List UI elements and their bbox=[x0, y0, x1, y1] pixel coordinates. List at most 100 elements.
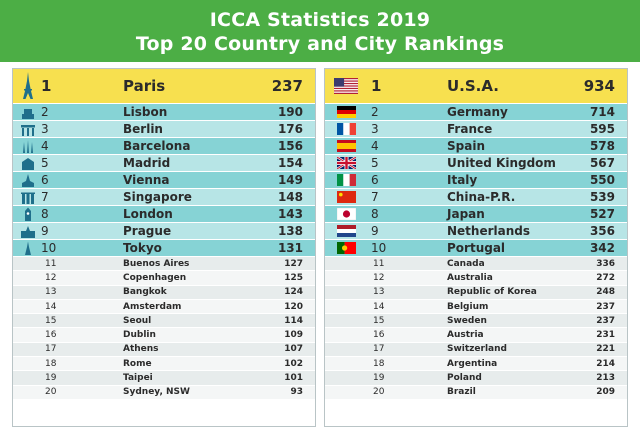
rank-number: 15 bbox=[373, 315, 385, 326]
rank-number: 4 bbox=[371, 139, 379, 153]
rank-number: 6 bbox=[371, 173, 379, 187]
table-row: 10 Portugal 342 bbox=[325, 240, 627, 257]
sagrada-familia-icon bbox=[13, 138, 43, 154]
rank-number: 17 bbox=[45, 344, 57, 355]
tokyo-tower-icon bbox=[13, 240, 43, 256]
vienna-landmark-icon bbox=[13, 172, 43, 188]
rank-number: 4 bbox=[41, 139, 49, 153]
meeting-count: 595 bbox=[589, 122, 615, 136]
city-name: Lisbon bbox=[123, 105, 168, 119]
meeting-count: 550 bbox=[589, 173, 615, 187]
rank-number: 16 bbox=[373, 330, 385, 341]
flag-italy-icon bbox=[331, 172, 361, 188]
rank-number: 2 bbox=[41, 105, 49, 119]
table-row: 6 Vienna 149 bbox=[13, 172, 315, 189]
flag-usa-icon bbox=[331, 69, 361, 103]
rank-number: 13 bbox=[45, 287, 57, 298]
city-name: Dublin bbox=[123, 330, 156, 341]
rank-number: 1 bbox=[371, 77, 382, 95]
meeting-count: 114 bbox=[284, 315, 303, 326]
meeting-count: 109 bbox=[284, 330, 303, 341]
table-row: 9 Prague 138 bbox=[13, 223, 315, 240]
madrid-landmark-icon bbox=[13, 155, 43, 171]
prague-castle-icon bbox=[13, 223, 43, 239]
meeting-count: 567 bbox=[589, 156, 615, 170]
rank-number: 20 bbox=[45, 387, 57, 398]
rank-number: 20 bbox=[373, 387, 385, 398]
meeting-count: 934 bbox=[583, 77, 615, 95]
table-row: 9 Netherlands 356 bbox=[325, 223, 627, 240]
table-row: 10 Tokyo 131 bbox=[13, 240, 315, 257]
rank-number: 14 bbox=[45, 301, 57, 312]
meeting-count: 221 bbox=[596, 344, 615, 355]
meeting-count: 148 bbox=[277, 190, 303, 204]
table-row: 7 Singapore 148 bbox=[13, 189, 315, 206]
country-name: Switzerland bbox=[447, 344, 507, 355]
table-row: 18 Argentina 214 bbox=[325, 357, 627, 372]
meeting-count: 714 bbox=[589, 105, 615, 119]
rank-number: 5 bbox=[371, 156, 379, 170]
city-name: Prague bbox=[123, 224, 172, 238]
flag-netherlands-icon bbox=[331, 223, 361, 239]
eiffel-tower-icon bbox=[13, 69, 43, 103]
marina-bay-icon bbox=[13, 189, 43, 205]
country-name: France bbox=[447, 122, 493, 136]
table-row: 14 Amsterdam 120 bbox=[13, 299, 315, 315]
title-line-2: Top 20 Country and City Rankings bbox=[135, 33, 505, 55]
country-name: Australia bbox=[447, 272, 493, 283]
city-name: Taipei bbox=[123, 373, 153, 384]
rank-number: 12 bbox=[45, 272, 57, 283]
meeting-count: 156 bbox=[277, 139, 303, 153]
city-name: Rome bbox=[123, 358, 152, 369]
meeting-count: 107 bbox=[284, 344, 303, 355]
table-row: 11 Canada 336 bbox=[325, 257, 627, 272]
meeting-count: 539 bbox=[589, 190, 615, 204]
table-row: 4 Spain 578 bbox=[325, 138, 627, 155]
meeting-count: 578 bbox=[589, 139, 615, 153]
country-name: Brazil bbox=[447, 387, 476, 398]
meeting-count: 176 bbox=[277, 122, 303, 136]
table-row: 19 Poland 213 bbox=[325, 371, 627, 386]
city-name: Buenos Aires bbox=[123, 258, 190, 269]
table-row: 17 Switzerland 221 bbox=[325, 342, 627, 358]
table-row: 16 Austria 231 bbox=[325, 328, 627, 343]
table-row: 17 Athens 107 bbox=[13, 342, 315, 358]
meeting-count: 214 bbox=[596, 358, 615, 369]
rank-number: 3 bbox=[371, 122, 379, 136]
country-rankings-table: 1 U.S.A. 934 2 Germany 714 3 France 595 4 Spain 578… bbox=[324, 68, 628, 427]
rank-number: 14 bbox=[373, 301, 385, 312]
table-row: 18 Rome 102 bbox=[13, 357, 315, 372]
meeting-count: 237 bbox=[596, 315, 615, 326]
meeting-count: 336 bbox=[596, 258, 615, 269]
rank-number: 9 bbox=[41, 224, 49, 238]
country-name: Spain bbox=[447, 139, 485, 153]
rank-number: 17 bbox=[373, 344, 385, 355]
table-row: 15 Seoul 114 bbox=[13, 314, 315, 329]
country-name: Argentina bbox=[447, 358, 498, 369]
table-row: 12 Copenhagen 125 bbox=[13, 271, 315, 286]
country-name: Republic of Korea bbox=[447, 287, 537, 298]
meeting-count: 125 bbox=[284, 272, 303, 283]
city-name: Bangkok bbox=[123, 287, 167, 298]
flag-france-icon bbox=[331, 121, 361, 137]
city-name: Copenhagen bbox=[123, 272, 187, 283]
city-name: Madrid bbox=[123, 156, 171, 170]
rank-number: 10 bbox=[371, 241, 387, 255]
table-row: 2 Lisbon 190 bbox=[13, 104, 315, 121]
meeting-count: 248 bbox=[596, 287, 615, 298]
city-name: Sydney, NSW bbox=[123, 387, 190, 398]
table-row: 5 United Kingdom 567 bbox=[325, 155, 627, 172]
belem-tower-icon bbox=[13, 104, 43, 120]
country-name: Austria bbox=[447, 330, 484, 341]
table-row: 20 Sydney, NSW 93 bbox=[13, 385, 315, 400]
rank-number: 7 bbox=[371, 190, 379, 204]
country-name: China-P.R. bbox=[447, 190, 516, 204]
rank-number: 11 bbox=[373, 258, 385, 269]
header-banner: ICCA Statistics 2019 Top 20 Country and … bbox=[0, 0, 640, 62]
city-rankings-table: 1 Paris 237 2 Lisbon 190 3 Berlin 176 4 Barcelona 1… bbox=[12, 68, 316, 427]
meeting-count: 342 bbox=[589, 241, 615, 255]
rank-number: 11 bbox=[45, 258, 57, 269]
meeting-count: 209 bbox=[596, 387, 615, 398]
rank-number: 19 bbox=[373, 373, 385, 384]
meeting-count: 124 bbox=[284, 287, 303, 298]
